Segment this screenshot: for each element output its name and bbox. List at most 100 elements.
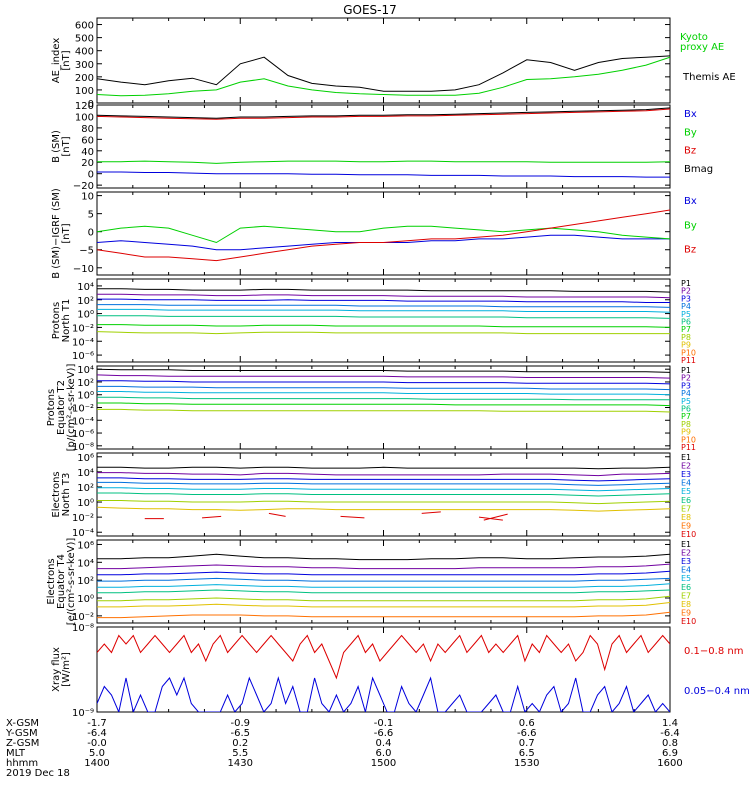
series-line-p1 <box>97 288 670 293</box>
bottom-cell: -6.6 <box>374 728 394 739</box>
legend-item: P3 <box>681 294 691 303</box>
y-tick-label: 10⁻² <box>72 513 94 524</box>
series-line-e5 <box>97 487 670 492</box>
series-line-bz <box>97 209 670 262</box>
bottom-row-label: 2019 Dec 18 <box>6 768 70 779</box>
y-tick-label: 10⁰ <box>77 310 94 321</box>
legend-item: P8 <box>681 420 691 429</box>
panel-e2: 10⁶ 10⁴ 10² 10⁰ 10⁻² Electrons Equator T4 [e/(c… <box>46 538 696 626</box>
legend-item: E6 <box>681 583 691 592</box>
series-line-e4 <box>97 577 670 582</box>
y-tick-label: −20 <box>73 181 94 192</box>
y-axis-label: [nT] <box>61 136 72 156</box>
series-line-0-05-0-4-nm <box>97 676 670 712</box>
bottom-cell: 6.0 <box>376 748 392 759</box>
bottom-cell: 0.2 <box>232 738 248 749</box>
y-tick-label: 10⁰ <box>77 594 94 605</box>
legend-item: Kyoto <box>680 32 708 43</box>
series-line-bz <box>97 108 670 120</box>
bottom-cell: 1430 <box>228 758 253 769</box>
series-line-e4 <box>97 481 670 486</box>
series-line-e6 <box>97 589 670 594</box>
bottom-cell: 5.5 <box>232 748 248 759</box>
y-tick-label: 40 <box>81 147 94 158</box>
bottom-row-label: Y-GSM <box>5 728 38 739</box>
series-line-e1 <box>97 553 670 561</box>
legend-item: E7 <box>681 504 691 513</box>
y-tick-label: 10⁻² <box>72 404 94 415</box>
series-line-e2 <box>97 563 670 570</box>
panel-bdiff: 10 5 0 −5 −10 B (SM)−IGRF (SM) [nT] Bx By Bz <box>51 188 697 279</box>
y-tick-label: 10⁴ <box>77 468 94 479</box>
legend-item: E10 <box>681 617 696 626</box>
y-axis-label: North T1 <box>61 299 72 343</box>
legend-item: Bz <box>684 245 696 256</box>
bottom-cell: 0.6 <box>519 718 535 729</box>
series-line-p4 <box>97 385 670 391</box>
panel-p1: 10⁴ 10² 10⁰ 10⁻² 10⁻⁴ 10⁻⁶ Protons North T1 P1P2… <box>51 278 696 365</box>
y-tick-label: 10⁶ <box>77 540 94 551</box>
y-tick-label: 10⁻⁶ <box>72 351 94 362</box>
series-line-e10 <box>268 512 286 517</box>
legend-item: E8 <box>681 600 691 609</box>
legend-item: P9 <box>681 428 691 437</box>
series-line-p6 <box>97 396 670 401</box>
legend-item: E4 <box>681 566 691 575</box>
y-tick-label: 10⁻⁸ <box>72 442 94 453</box>
bottom-cell: 1.4 <box>662 718 678 729</box>
bottom-cell: 5.0 <box>89 748 105 759</box>
bottom-cell: 6.5 <box>519 748 535 759</box>
bottom-cell: 1530 <box>514 758 539 769</box>
legend-item: 0.05−0.4 nm <box>684 686 750 697</box>
series-line-e3 <box>97 570 670 576</box>
legend-item: By <box>684 220 697 231</box>
y-tick-label: 600 <box>75 21 94 32</box>
y-tick-label: 5 <box>88 210 94 221</box>
series-line-e3 <box>97 477 670 482</box>
y-tick-label: 0 <box>88 228 94 239</box>
panel-frame <box>96 17 671 104</box>
legend-item: P9 <box>681 341 691 350</box>
y-tick-label: 10⁻⁴ <box>72 337 94 348</box>
y-tick-label: 10 <box>81 192 94 203</box>
bottom-cell: 1600 <box>657 758 682 769</box>
y-tick-label: 200 <box>75 73 94 84</box>
legend-item: E3 <box>681 470 691 479</box>
series-line-e8 <box>97 602 670 608</box>
y-axis-label: Electrons <box>51 471 62 517</box>
legend-bdiff: Bx By Bz <box>684 196 697 256</box>
legend-xray: 0.1−0.8 nm 0.05−0.4 nm <box>684 646 750 697</box>
y-tick-label: 10⁻² <box>72 612 94 623</box>
legend-item: P7 <box>681 325 691 334</box>
series-line-e9 <box>97 611 670 619</box>
y-tick-label: 10² <box>77 483 94 494</box>
legend-item: E2 <box>681 549 691 558</box>
legend-item: E3 <box>681 557 691 566</box>
bottom-cell: -0.1 <box>374 718 394 729</box>
panel-ae: 600 500 400 300 200 100 0 AE_index [nT] Kyotoprox… <box>51 17 736 110</box>
legend-item: E1 <box>681 540 691 549</box>
series-line-p7 <box>97 402 670 407</box>
series-line-p8 <box>97 408 670 413</box>
series-line-p6 <box>97 315 670 319</box>
series-line-bmag <box>97 107 670 119</box>
bottom-cell: -6.4 <box>87 728 107 739</box>
panel-frame <box>96 626 671 713</box>
series-group <box>97 368 670 413</box>
legend-item: E5 <box>681 574 691 583</box>
legend-item: E4 <box>681 479 691 488</box>
series-line-e2 <box>97 472 670 477</box>
legend-item: E7 <box>681 591 691 600</box>
y-axis-label: Xray flux <box>51 647 62 692</box>
y-axis-label: [p/(cm²-s-sr-keV)] <box>66 364 77 452</box>
series-line-e10 <box>483 513 508 521</box>
y-tick-label: 10⁶ <box>77 453 94 464</box>
series-line-p7 <box>97 324 670 328</box>
bottom-cell: -6.4 <box>660 728 680 739</box>
y-tick-label: 10⁴ <box>77 558 94 569</box>
